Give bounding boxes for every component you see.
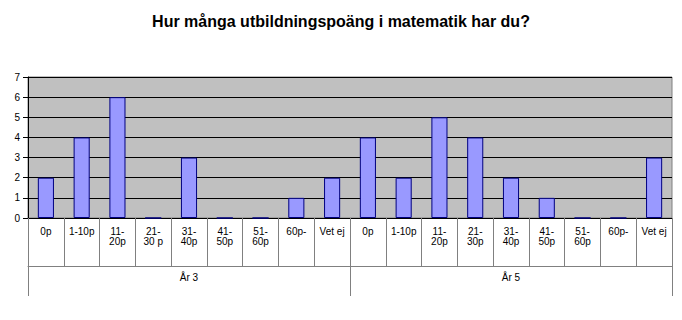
- svg-text:Vet ej: Vet ej: [320, 226, 345, 237]
- svg-text:41-: 41-: [217, 225, 232, 237]
- svg-text:51-: 51-: [253, 225, 268, 237]
- svg-text:31-: 31-: [503, 225, 519, 237]
- svg-text:0p: 0p: [362, 226, 374, 237]
- svg-text:År 3: År 3: [180, 271, 199, 283]
- svg-text:40p: 40p: [503, 236, 520, 247]
- svg-text:50p: 50p: [538, 236, 555, 247]
- svg-text:51-: 51-: [575, 225, 590, 237]
- svg-text:30p: 30p: [467, 236, 484, 247]
- svg-text:0: 0: [14, 213, 20, 224]
- svg-text:21-: 21-: [146, 225, 161, 237]
- svg-text:50p: 50p: [216, 236, 233, 247]
- svg-text:20p: 20p: [109, 236, 126, 247]
- svg-text:4: 4: [14, 132, 20, 143]
- svg-text:3: 3: [14, 152, 20, 163]
- svg-text:1: 1: [14, 192, 20, 203]
- svg-text:1-10p: 1-10p: [391, 226, 417, 237]
- svg-text:2: 2: [14, 172, 20, 183]
- svg-text:41-: 41-: [539, 225, 554, 237]
- svg-text:20p: 20p: [431, 236, 448, 247]
- svg-text:0p: 0p: [40, 226, 52, 237]
- svg-text:60p-: 60p-: [608, 226, 628, 237]
- svg-text:31-: 31-: [181, 225, 197, 237]
- svg-text:11-: 11-: [432, 225, 447, 237]
- svg-text:30 p: 30 p: [143, 236, 163, 247]
- svg-text:40p: 40p: [181, 236, 198, 247]
- svg-text:1-10p: 1-10p: [69, 226, 95, 237]
- svg-text:År 5: År 5: [502, 271, 521, 283]
- svg-text:Vet ej: Vet ej: [642, 226, 667, 237]
- svg-text:6: 6: [14, 92, 20, 103]
- svg-text:Hur många utbildningspoäng i m: Hur många utbildningspoäng i matematik h…: [152, 13, 530, 30]
- svg-text:21-: 21-: [468, 225, 483, 237]
- svg-text:11-: 11-: [110, 225, 125, 237]
- svg-text:60p: 60p: [252, 236, 269, 247]
- svg-text:7: 7: [14, 72, 20, 83]
- svg-text:60p: 60p: [574, 236, 591, 247]
- svg-text:5: 5: [14, 112, 20, 123]
- svg-text:60p-: 60p-: [286, 226, 306, 237]
